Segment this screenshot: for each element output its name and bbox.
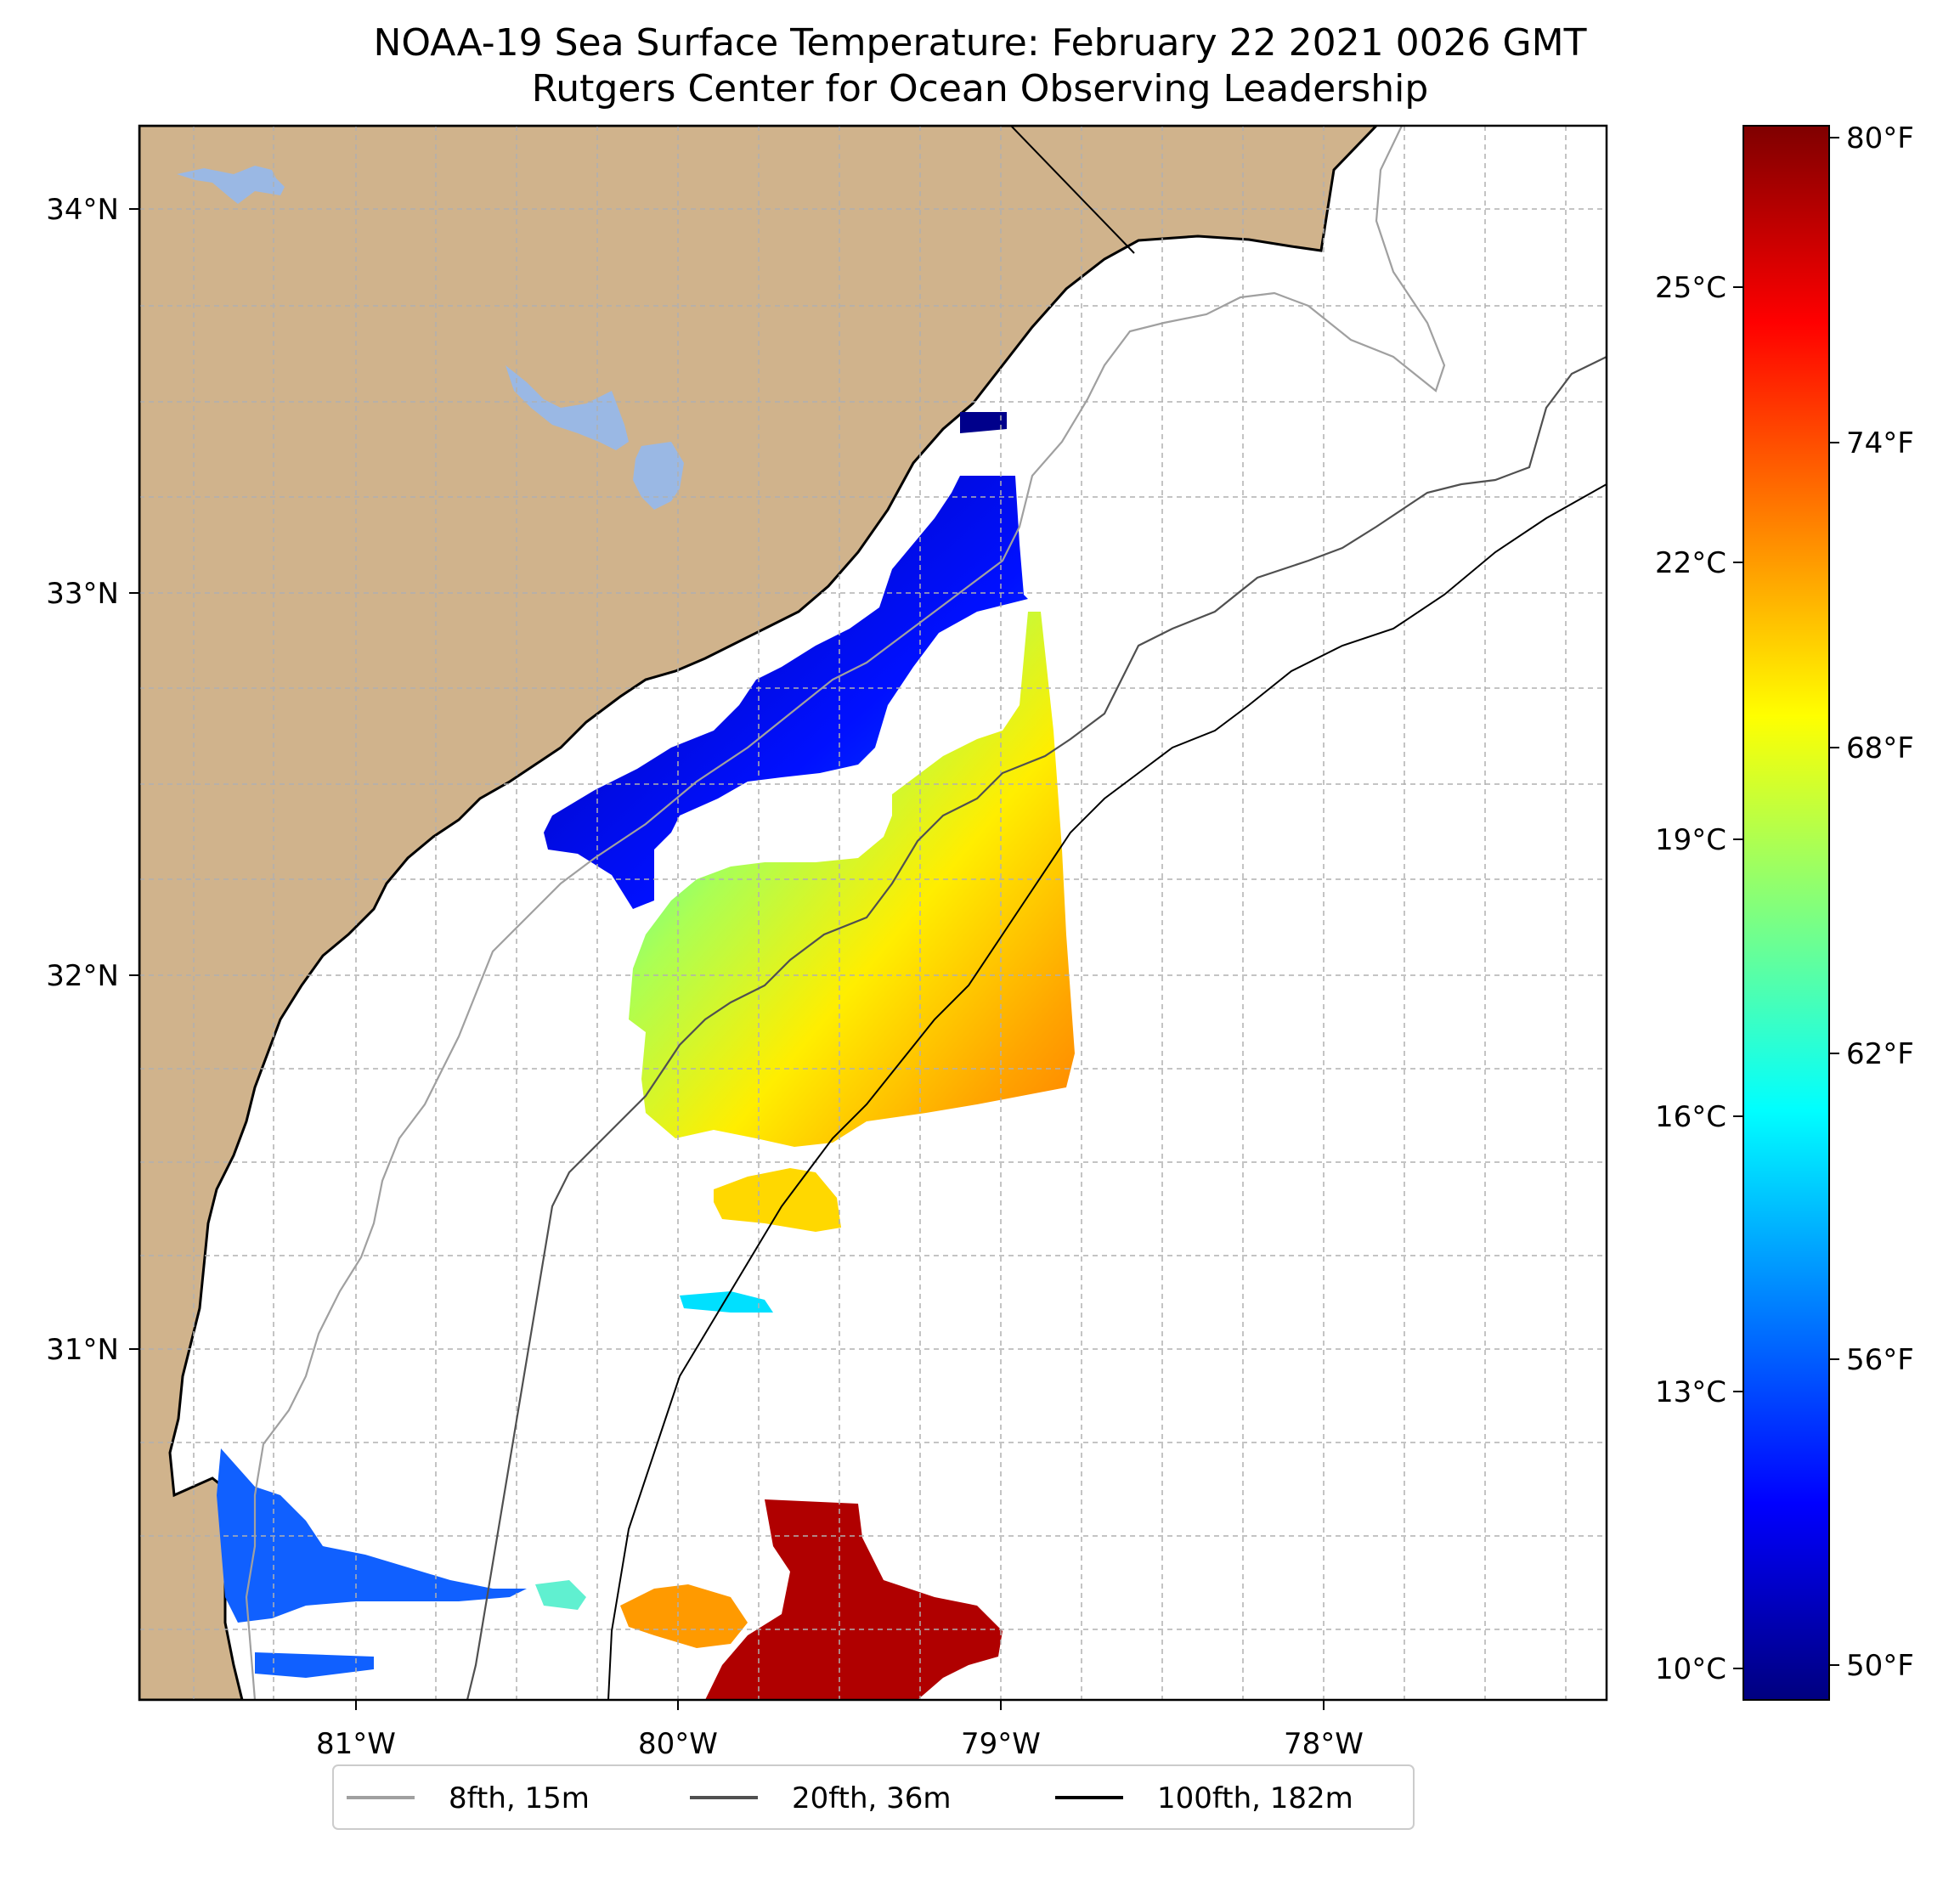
legend-label: 8fth, 15m — [449, 1781, 590, 1815]
colorbar — [1743, 125, 1830, 1701]
lon-label: 78°W — [1284, 1727, 1364, 1761]
lat-label: 32°N — [46, 959, 119, 993]
sst-cold-band — [544, 476, 1028, 909]
colorbar-celsius-label: 10°C — [1655, 1652, 1726, 1686]
colorbar-fahrenheit-label: 56°F — [1846, 1343, 1914, 1377]
sst-south-cyan — [535, 1580, 586, 1610]
lake — [633, 442, 684, 510]
colorbar-fahrenheit-label: 62°F — [1846, 1037, 1914, 1071]
state-border — [1010, 126, 1135, 254]
lon-label: 79°W — [961, 1727, 1041, 1761]
lat-label: 33°N — [46, 577, 119, 611]
sst-south-hot — [705, 1499, 1003, 1700]
isobath-100fth — [607, 483, 1607, 1700]
colorbar-celsius-label: 25°C — [1655, 271, 1726, 305]
lake — [177, 166, 285, 204]
colorbar-celsius-label: 16°C — [1655, 1100, 1726, 1134]
legend-label: 100fth, 182m — [1157, 1781, 1353, 1815]
colorbar-celsius-label: 13°C — [1655, 1375, 1726, 1409]
colorbar-celsius-label: 22°C — [1655, 546, 1726, 580]
sst-south-plume — [217, 1448, 527, 1623]
axis-ticks — [129, 208, 1325, 1710]
chart-subtitle: Rutgers Center for Ocean Observing Leade… — [531, 67, 1429, 110]
colorbar-fahrenheit-label: 80°F — [1846, 121, 1914, 155]
map-panel — [139, 126, 1607, 1700]
sst-cold-patch — [960, 412, 1007, 433]
lat-label: 31°N — [46, 1333, 119, 1367]
land — [139, 126, 1379, 1700]
colorbar-celsius-label: 19°C — [1655, 823, 1726, 857]
legend-label: 20fth, 36m — [792, 1781, 952, 1815]
colorbar-fahrenheit-label: 74°F — [1846, 426, 1914, 460]
sst-south-strip — [255, 1652, 374, 1678]
map-frame — [138, 124, 1608, 1702]
legend: 8fth, 15m 20fth, 36m 100fth, 182m — [332, 1764, 1415, 1830]
sst-south-warm — [620, 1584, 748, 1648]
colorbar-ticks — [1733, 137, 1839, 1669]
sst-blob — [714, 1168, 841, 1232]
graticule — [139, 126, 1607, 1700]
colorbar-fahrenheit-label: 50°F — [1846, 1649, 1914, 1683]
lat-label: 34°N — [46, 193, 119, 227]
isobath-20fth — [466, 356, 1607, 1700]
colorbar-fahrenheit-label: 68°F — [1846, 731, 1914, 765]
lon-label: 81°W — [316, 1727, 396, 1761]
sst-blob — [680, 1291, 773, 1313]
lon-label: 80°W — [638, 1727, 718, 1761]
isobath-8fth — [245, 126, 1446, 1700]
chart-title: NOAA-19 Sea Surface Temperature: Februar… — [373, 21, 1587, 65]
